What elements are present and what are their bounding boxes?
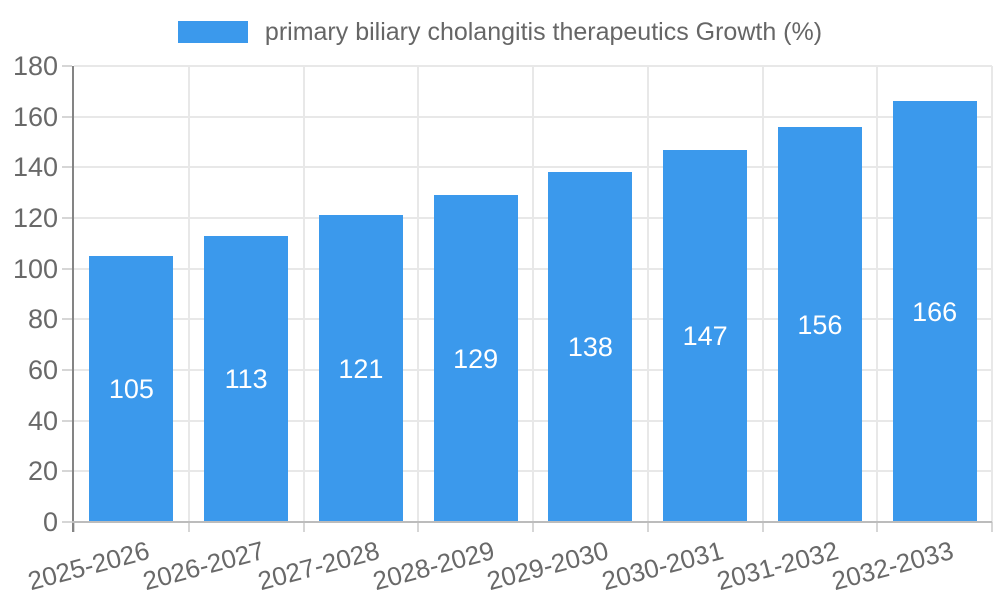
y-tick-label: 20 <box>27 456 58 487</box>
x-tick-label: 2026-2027 <box>139 535 268 597</box>
y-tick-label: 80 <box>27 304 58 335</box>
y-tick-label: 60 <box>27 355 58 385</box>
bar[interactable]: 138 <box>548 172 633 522</box>
bar-value-label: 105 <box>108 374 154 404</box>
v-gridline <box>646 66 649 522</box>
x-tick-label: 2025-2026 <box>25 535 153 597</box>
y-tick <box>62 318 72 321</box>
bar-value-label: 113 <box>224 364 268 394</box>
v-gridline <box>187 66 190 522</box>
v-gridline <box>991 66 993 522</box>
bar-value-label: 166 <box>912 296 958 327</box>
legend-label: primary biliary cholangitis therapeutics… <box>264 17 823 46</box>
x-tick <box>187 522 190 532</box>
x-tick <box>417 522 420 532</box>
y-tick <box>62 166 72 169</box>
bar-value-label: 129 <box>453 343 499 374</box>
y-tick-label: 140 <box>12 152 58 183</box>
x-tick-label: 2032-2033 <box>828 535 957 597</box>
v-gridline <box>417 66 420 522</box>
bar[interactable]: 129 <box>433 195 518 522</box>
y-axis-line <box>72 66 74 532</box>
legend-swatch <box>177 21 248 43</box>
y-tick <box>62 521 72 523</box>
x-tick-label: 2027-2028 <box>254 535 383 597</box>
bar[interactable]: 156 <box>777 127 862 522</box>
x-tick-label: 2028-2029 <box>369 535 498 597</box>
bar[interactable]: 105 <box>89 256 174 522</box>
bar-value-label: 147 <box>682 321 728 351</box>
y-tick-label: 180 <box>12 51 58 81</box>
bar[interactable]: 113 <box>204 236 289 522</box>
y-tick-label: 160 <box>12 101 58 132</box>
x-axis-line <box>72 521 992 523</box>
y-tick-label: 100 <box>12 253 58 284</box>
y-tick <box>62 267 72 270</box>
bar[interactable]: 147 <box>663 150 748 522</box>
v-gridline <box>876 66 879 522</box>
x-tick <box>991 522 993 532</box>
x-tick <box>761 522 764 532</box>
x-tick-label: 2029-2030 <box>484 535 612 597</box>
v-gridline <box>532 66 534 522</box>
bar[interactable]: 166 <box>892 101 977 522</box>
x-tick <box>532 522 534 532</box>
x-tick <box>73 522 75 532</box>
bar[interactable]: 121 <box>318 215 403 522</box>
y-tick <box>62 65 72 67</box>
y-tick-label: 120 <box>12 203 58 233</box>
y-tick <box>62 217 72 219</box>
y-tick <box>62 115 72 118</box>
x-tick <box>646 522 649 532</box>
bar-value-label: 156 <box>797 309 843 340</box>
v-gridline <box>302 66 305 522</box>
bar-value-label: 138 <box>567 332 613 362</box>
v-gridline <box>761 66 764 522</box>
y-tick-label: 40 <box>27 405 58 436</box>
y-tick <box>62 369 72 371</box>
y-tick <box>62 470 72 473</box>
x-tick-label: 2030-2031 <box>598 535 727 597</box>
y-tick <box>62 419 72 422</box>
bar-value-label: 121 <box>338 353 384 384</box>
x-tick <box>876 522 879 532</box>
x-tick <box>302 522 305 532</box>
legend-item[interactable]: primary biliary cholangitis therapeutics… <box>0 16 1000 48</box>
y-tick-label: 0 <box>42 507 58 537</box>
x-tick-label: 2031-2032 <box>713 535 842 597</box>
